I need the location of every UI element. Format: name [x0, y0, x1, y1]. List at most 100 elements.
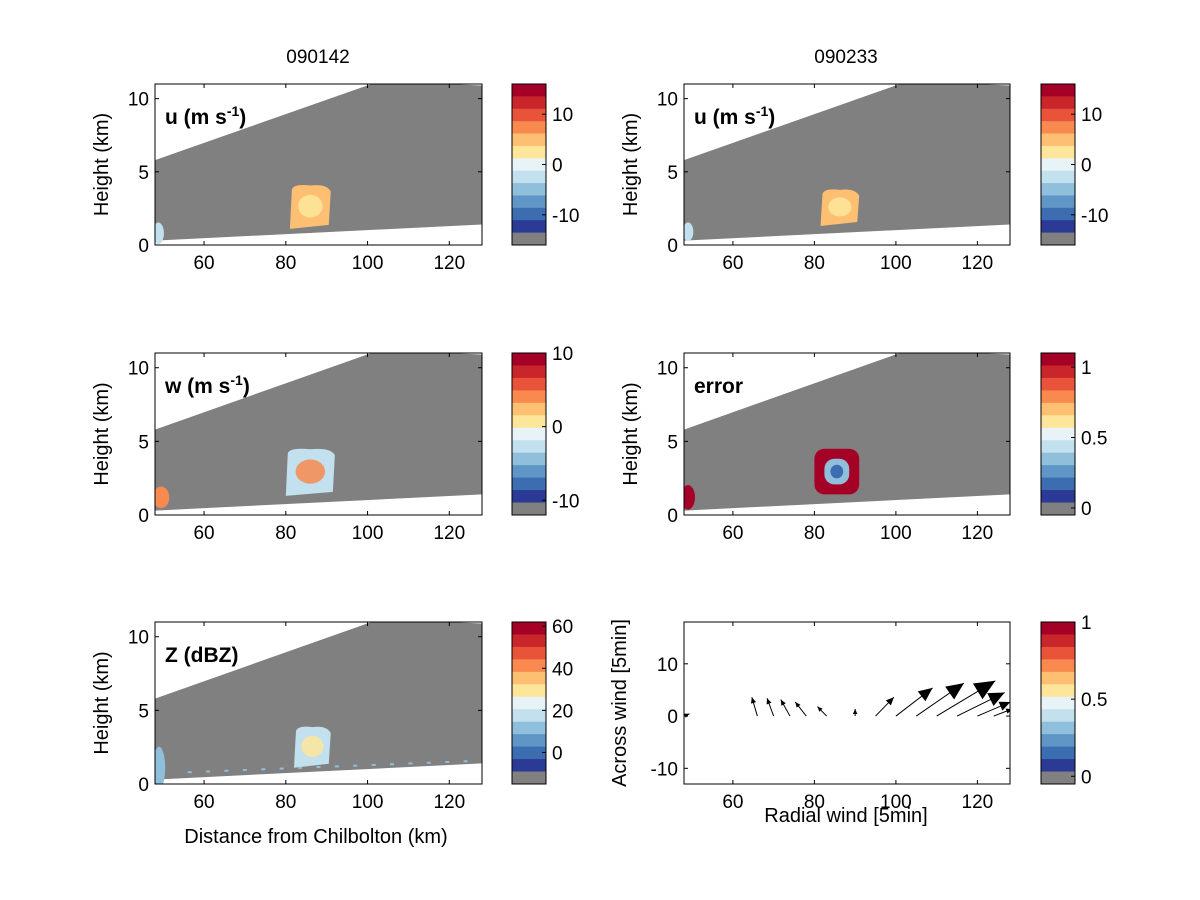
axes-frame — [683, 83, 1011, 246]
data-speckle — [242, 769, 247, 772]
panel-label: Z (dBZ) — [165, 644, 238, 667]
y-tick-label: 0 — [138, 775, 149, 796]
axes-frame — [683, 352, 1011, 516]
x-tick-label: 60 — [193, 523, 214, 544]
panel-u-090233: u (m s-1) Height (km) 60 80 100 1200510100-… — [620, 83, 1108, 274]
colorbar-bin — [1041, 440, 1075, 454]
x-tick-label: 80 — [275, 253, 296, 274]
x-tick-label: 100 — [352, 792, 384, 813]
colorbar-bin — [512, 121, 546, 135]
colorbar-tick-label: 0 — [552, 418, 563, 439]
data-speckle — [426, 761, 431, 764]
panel-label: w (m s-1) — [164, 372, 250, 398]
x-tick-label: 120 — [962, 523, 994, 544]
x-tick-label: 60 — [193, 253, 214, 274]
x-tick-label: 100 — [352, 523, 384, 544]
y-tick-label: 5 — [667, 432, 678, 453]
data-speckle — [390, 763, 395, 766]
plot-area — [684, 680, 1010, 718]
plot-area — [155, 84, 482, 245]
data-blob — [684, 222, 694, 242]
colorbar-bin — [1041, 353, 1075, 366]
x-tick-label: 60 — [722, 523, 743, 544]
colorbar: 10.50 — [1040, 352, 1107, 520]
colorbar-bin — [512, 353, 546, 366]
x-tick-label: 80 — [275, 792, 296, 813]
y-tick-label: 5 — [138, 701, 149, 722]
colorbar-bin — [1041, 402, 1075, 416]
axes-frame — [683, 621, 1011, 785]
x-tick-label: 120 — [433, 792, 465, 813]
colorbar-bin — [1041, 232, 1075, 246]
axes-frame — [154, 83, 483, 246]
wind-arrow-head — [917, 687, 933, 702]
data-blob — [155, 222, 164, 245]
data-speckle — [298, 766, 303, 769]
x-tick-label: 80 — [804, 792, 825, 813]
y-tick-label: 10 — [657, 90, 678, 111]
colorbar-tick-label: 1 — [1081, 358, 1092, 379]
colorbar-bin — [512, 771, 546, 785]
y-tick-label: 0 — [667, 506, 678, 527]
column-title-right: 090233 — [814, 47, 877, 68]
data-speckle — [224, 769, 229, 772]
colorbar-bin — [512, 721, 546, 735]
colorbar-bin — [512, 158, 546, 172]
data-speckle — [316, 766, 321, 769]
panel-label: u (m s-1) — [694, 103, 775, 129]
colorbar-bin — [512, 220, 546, 234]
wind-arrow-head — [885, 697, 894, 706]
wind-arrow-head — [972, 680, 996, 700]
y-axis-label: Height (km) — [91, 651, 113, 754]
colorbar-bin — [1041, 622, 1075, 635]
colorbar-bin — [1041, 490, 1075, 504]
x-tick-label: 60 — [193, 792, 214, 813]
x-tick-label: 100 — [880, 792, 912, 813]
colorbar-bin — [512, 133, 546, 147]
plot-area — [155, 622, 482, 784]
colorbar: 60 40 20 0 — [511, 617, 573, 785]
panel-u-090142: u (m s-1) Height (km) 60 80 100 1200510100-… — [91, 83, 579, 274]
colorbar-tick-label: 10 — [552, 105, 573, 126]
wind-arrow-head — [750, 697, 757, 704]
colorbar-bin — [1041, 377, 1075, 391]
colorbar-tick-label: -10 — [552, 206, 579, 227]
colorbar-bin — [512, 696, 546, 710]
scan-wedge — [155, 84, 482, 241]
colorbar-tick-label: 0 — [1081, 499, 1092, 520]
colorbar-tick-label: 0 — [1081, 767, 1092, 788]
colorbar-bin — [1041, 646, 1075, 660]
wind-arrow-head — [852, 709, 858, 715]
colorbar-bin — [512, 195, 546, 209]
panel-label: error — [694, 375, 743, 398]
colorbar-bin — [1041, 108, 1075, 122]
colorbar-tick-label: -10 — [552, 491, 579, 512]
colorbar-bin — [1041, 183, 1075, 196]
colorbar-bin — [512, 465, 546, 479]
y-axis-label: Height (km) — [91, 382, 113, 485]
y-tick-label: 0 — [667, 236, 678, 257]
colorbar: 10 0 -10 — [1040, 83, 1108, 246]
wind-arrow-head — [795, 701, 801, 708]
colorbar-bin — [1041, 170, 1075, 184]
colorbar-bin — [1041, 477, 1075, 491]
x-tick-label: 120 — [433, 253, 465, 274]
colorbar-tick-label: 0 — [1081, 156, 1092, 177]
data-patch-core — [298, 194, 323, 218]
colorbar-tick-label: 60 — [552, 617, 573, 638]
colorbar-bin — [512, 709, 546, 723]
data-speckle — [206, 770, 211, 773]
colorbar-bin — [512, 84, 546, 97]
colorbar-bin — [1041, 721, 1075, 735]
colorbar-bin — [512, 622, 546, 635]
y-tick-label: 10 — [657, 359, 678, 380]
colorbar-bin — [1041, 659, 1075, 673]
colorbar-bin — [512, 108, 546, 122]
data-patch-core — [828, 197, 852, 217]
colorbar-bin — [1041, 465, 1075, 479]
data-blob — [155, 746, 166, 784]
wind-arrow-head — [766, 698, 772, 705]
y-tick-label: 0 — [138, 236, 149, 257]
